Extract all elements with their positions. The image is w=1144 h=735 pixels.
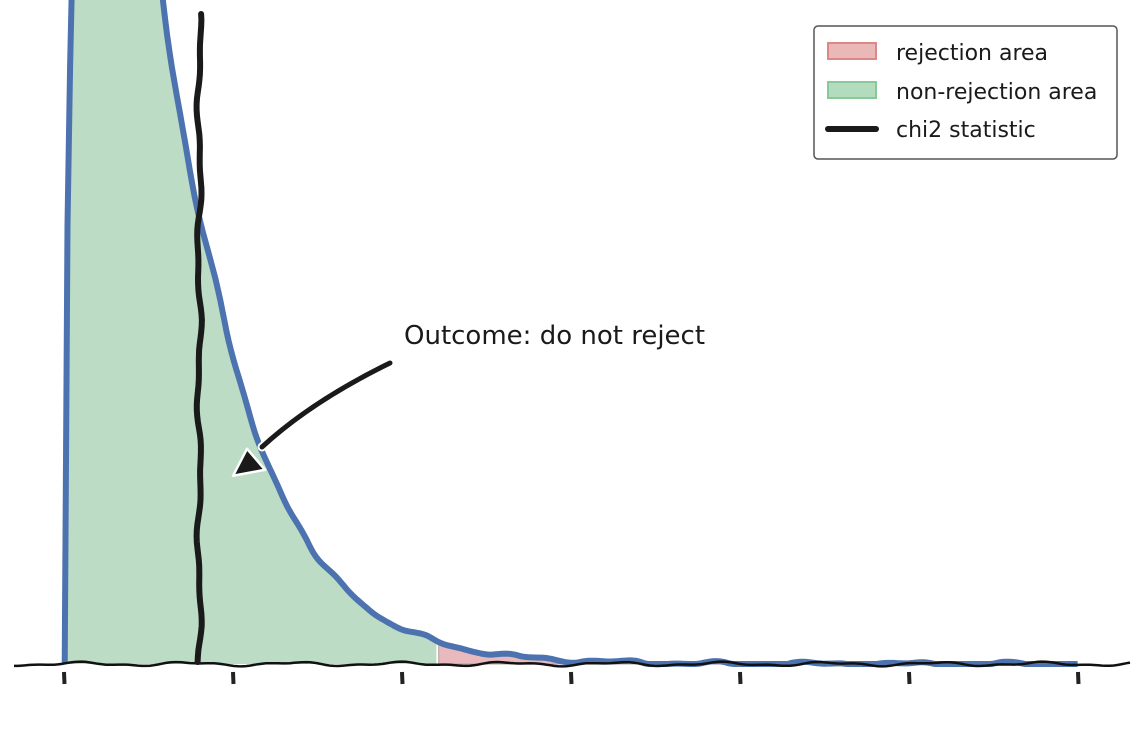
x-tick-6 <box>1076 671 1081 685</box>
x-tick-3 <box>569 671 574 685</box>
x-tick-1 <box>231 671 236 685</box>
x-tick-0 <box>62 671 67 685</box>
x-tick-2 <box>400 671 405 685</box>
legend-swatch-rejection <box>827 42 877 60</box>
x-tick-4 <box>738 671 743 685</box>
rejection-fill <box>438 641 1078 665</box>
annotation-text: Outcome: do not reject <box>404 321 705 351</box>
annotation-arrow-stroke <box>259 360 393 450</box>
plot-area <box>14 0 1131 685</box>
chi2-statistic-line <box>193 11 205 665</box>
legend-box <box>813 25 1118 160</box>
x-tick-5 <box>907 671 912 685</box>
legend-label-non-rejection: non-rejection area <box>896 80 1097 105</box>
legend-label-statistic: chi2 statistic <box>896 118 1036 143</box>
annotation-arrow <box>257 358 395 452</box>
annotation: Outcome: do not reject <box>231 321 705 478</box>
legend-swatch-non-rejection <box>827 81 877 99</box>
x-ticks <box>62 671 1081 685</box>
legend: rejection area non-rejection area chi2 s… <box>813 25 1118 160</box>
annotation-arrowhead <box>231 447 267 478</box>
non-rejection-fill <box>64 0 437 664</box>
legend-label-rejection: rejection area <box>896 41 1048 66</box>
